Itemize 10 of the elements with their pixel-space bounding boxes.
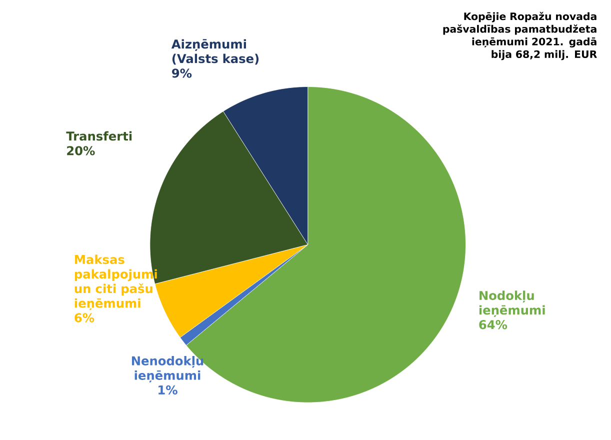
slice-label: Nenodokļu ieņēmumi <box>132 356 204 383</box>
slice-label: Nodokļu ieņēmumi <box>479 290 545 318</box>
data-label: 64% <box>479 320 508 330</box>
slice-label: Aizņēmumi (Valsts kase) <box>171 39 259 65</box>
text: Kopējie Ropažu novada pašvaldības pamatbudžeta ieņēmumi 2021. gadā bija 68,2 milj. EUR <box>443 12 597 60</box>
slice-label: Transferti <box>66 131 132 141</box>
data-label: 20% <box>67 146 95 156</box>
data-label: 9% <box>172 68 192 78</box>
data-label: 6% <box>74 313 94 323</box>
data-label: 1% <box>158 386 178 395</box>
